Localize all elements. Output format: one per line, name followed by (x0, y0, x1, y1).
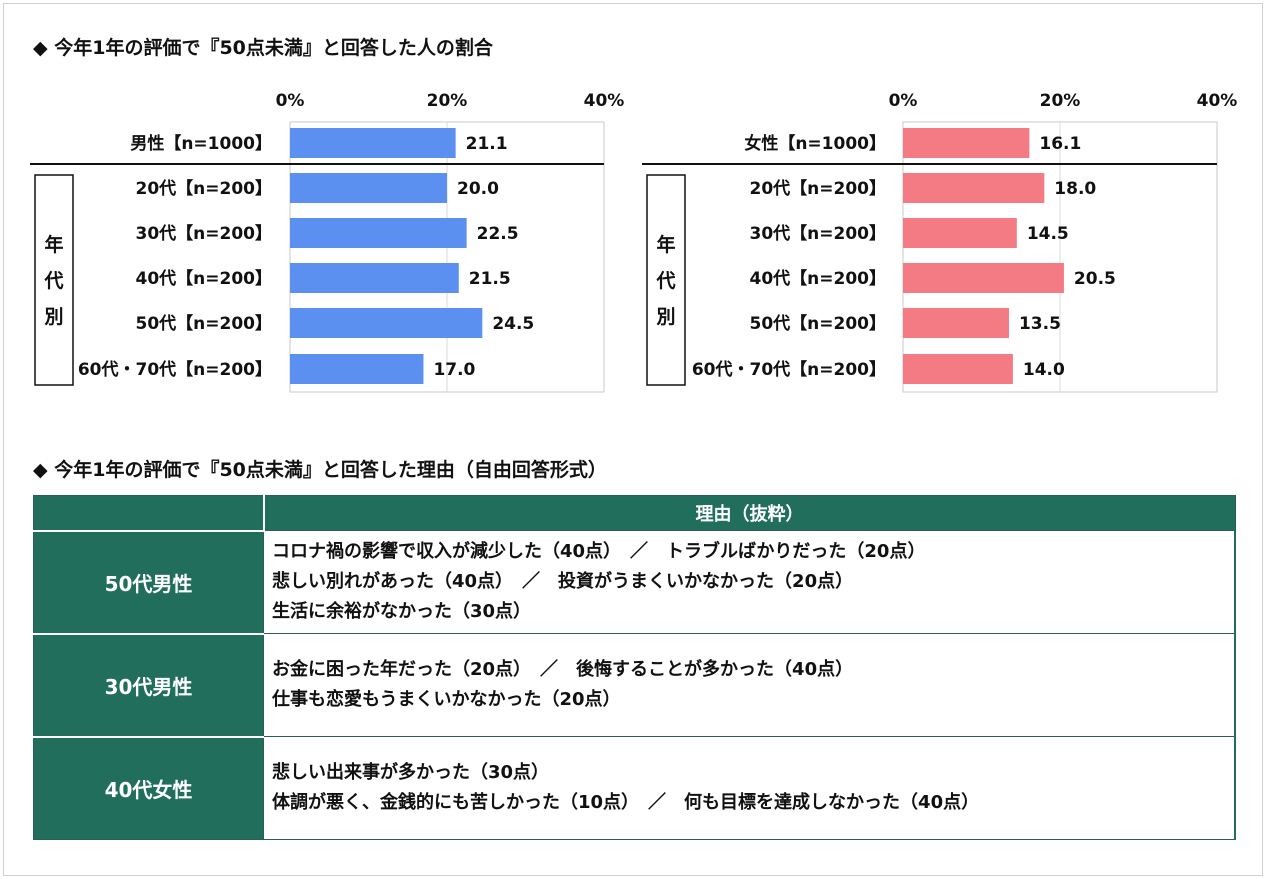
table-header-blank (33, 495, 265, 531)
category-label: 50代【n=200】 (136, 313, 273, 334)
data-label: 13.5 (1019, 314, 1061, 334)
row-reasons: コロナ禍の影響で収入が減少した（40点） ／ トラブルばかりだった（20点） 悲… (263, 530, 1236, 634)
tick-label: 0% (276, 91, 305, 111)
tick-label: 20% (1040, 91, 1081, 111)
data-label: 22.5 (477, 224, 519, 244)
category-label: 60代・70代【n=200】 (78, 359, 272, 380)
data-label: 14.0 (1023, 360, 1065, 380)
reason-line: 悲しい出来事が多かった（30点） (272, 762, 550, 783)
reason-line: 仕事も恋愛もうまくいかなかった（20点） (272, 689, 621, 710)
tick-label: 0% (889, 91, 918, 111)
reason-line: 悲しい別れがあった（40点） ／ 投資がうまくいかなかった（20点） (272, 571, 854, 592)
bar (903, 128, 1030, 158)
reason-line: 生活に余裕がなかった（30点） (272, 601, 532, 622)
outer-frame (3, 3, 1263, 876)
category-label: 30代【n=200】 (136, 223, 273, 244)
row-group-label: 40代女性 (33, 735, 264, 840)
table-header-reason: 理由（抜粋） (263, 495, 1236, 531)
category-label: 40代【n=200】 (136, 268, 273, 289)
data-label: 16.1 (1039, 134, 1081, 154)
bar (903, 263, 1064, 293)
chart-female: 0% 20% 40% 年代別 女性【n=1000】 16.1 20代【n=200】 18.0 3… (642, 91, 1238, 393)
row-reasons: お金に困った年だった（20点） ／ 後悔することが多かった（40点） 仕事も恋愛… (263, 633, 1236, 737)
reason-line: お金に困った年だった（20点） ／ 後悔することが多かった（40点） (272, 659, 854, 680)
tick-label: 40% (584, 91, 625, 111)
bar (290, 173, 447, 203)
table-row: 40代女性 悲しい出来事が多かった（30点） 体調が悪く、金銭的にも苦しかった（… (33, 735, 1236, 840)
category-label: 60代・70代【n=200】 (692, 359, 886, 380)
table-section-title: ◆ 今年1年の評価で『50点未満』と回答した理由（自由回答形式） (33, 459, 607, 481)
tick-label: 40% (1197, 91, 1238, 111)
chart-section-title: ◆ 今年1年の評価で『50点未満』と回答した人の割合 (33, 37, 493, 59)
category-label: 40代【n=200】 (750, 268, 887, 289)
table-row: 30代男性 お金に困った年だった（20点） ／ 後悔することが多かった（40点）… (33, 632, 1236, 737)
chart-male: 0% 20% 40% 年代別 男性【n=1000】 21.1 20代【n=200】 20.0 3… (30, 91, 625, 393)
data-label: 14.5 (1027, 224, 1069, 244)
category-label: 男性【n=1000】 (130, 133, 272, 154)
bar (290, 128, 456, 158)
bar (290, 308, 483, 338)
category-label: 女性【n=1000】 (744, 133, 886, 154)
bar (290, 354, 424, 384)
age-group-box (646, 174, 686, 386)
row-group-label: 50代男性 (33, 529, 264, 634)
age-group-label: 別 (44, 306, 63, 328)
age-group-label: 代 (655, 270, 675, 292)
tick-label: 20% (427, 91, 468, 111)
age-group-label: 年 (656, 233, 675, 256)
data-label: 21.5 (469, 269, 511, 289)
category-label: 50代【n=200】 (750, 313, 887, 334)
reasons-table: 理由（抜粋） 50代男性 コロナ禍の影響で収入が減少した（40点） ／ トラブル… (33, 495, 1236, 840)
age-group-label: 代 (43, 270, 63, 292)
age-group-label: 年 (44, 233, 63, 256)
bar (903, 354, 1013, 384)
category-label: 20代【n=200】 (750, 178, 887, 199)
data-label: 17.0 (433, 360, 475, 380)
bar (903, 218, 1017, 248)
reason-line: コロナ禍の影響で収入が減少した（40点） ／ トラブルばかりだった（20点） (272, 541, 926, 562)
age-group-label: 別 (656, 306, 675, 328)
table-row: 50代男性 コロナ禍の影響で収入が減少した（40点） ／ トラブルばかりだった（… (33, 529, 1236, 634)
category-label: 20代【n=200】 (136, 178, 273, 199)
bar (903, 308, 1009, 338)
bar (290, 263, 459, 293)
data-label: 20.5 (1074, 269, 1116, 289)
age-group-box (34, 174, 74, 386)
data-label: 18.0 (1054, 179, 1096, 199)
category-label: 30代【n=200】 (750, 223, 887, 244)
bar (290, 218, 467, 248)
bar (903, 173, 1045, 203)
data-label: 20.0 (457, 179, 499, 199)
data-label: 21.1 (466, 134, 508, 154)
row-reasons: 悲しい出来事が多かった（30点） 体調が悪く、金銭的にも苦しかった（10点） ／… (263, 736, 1236, 840)
row-group-label: 30代男性 (33, 632, 264, 737)
data-label: 24.5 (492, 314, 534, 334)
reason-line: 体調が悪く、金銭的にも苦しかった（10点） ／ 何も目標を達成しなかった（40点… (272, 792, 980, 813)
